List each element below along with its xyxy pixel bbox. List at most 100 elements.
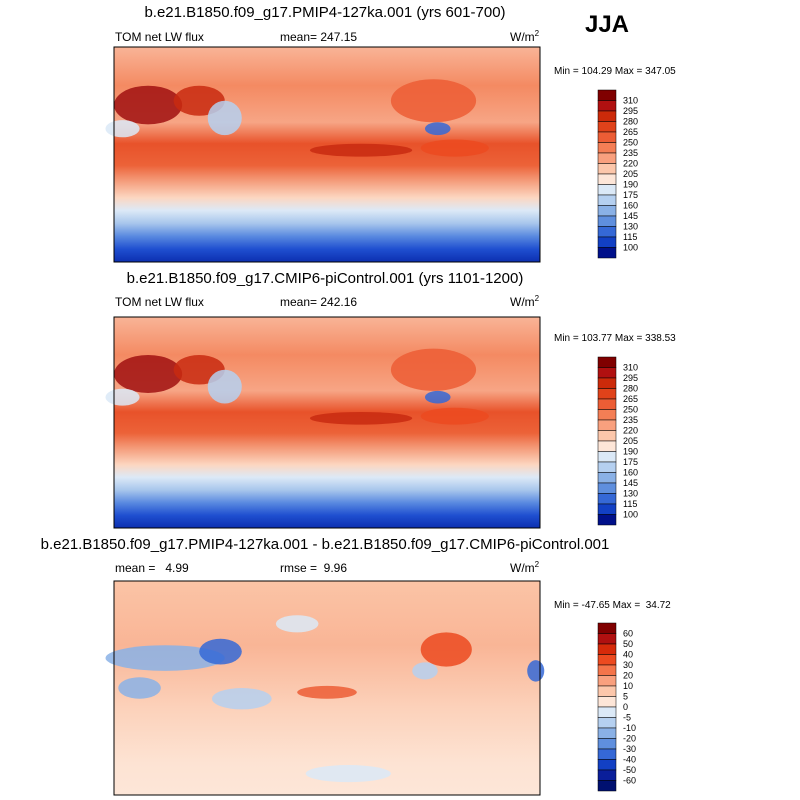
map-feature: [412, 662, 438, 680]
colorbar-label: -10: [623, 723, 636, 733]
colorbar-box: [597, 461, 617, 473]
units-label: W/m2: [510, 560, 540, 575]
colorbar-box: [597, 89, 617, 101]
colorbar-label: 30: [623, 660, 633, 670]
colorbar-box: [597, 419, 617, 431]
panel-title: b.e21.B1850.f09_g17.PMIP4-127ka.001 - b.…: [41, 536, 610, 553]
colorbar-box: [597, 409, 617, 421]
colorbar-box: [597, 367, 617, 379]
colorbar-label: 250: [623, 138, 638, 148]
colorbar-label: 265: [623, 394, 638, 404]
map-feature: [275, 615, 319, 633]
colorbar-label: 295: [623, 373, 638, 383]
colorbar-label: 160: [623, 201, 638, 211]
colorbar-label: -30: [623, 744, 636, 754]
colorbar-label: 50: [623, 639, 633, 649]
left-label: TOM net LW flux: [115, 30, 204, 44]
colorbar-box: [597, 622, 617, 634]
map-frame: [113, 316, 541, 529]
colorbar-label: 145: [623, 211, 638, 221]
colorbar-box: [597, 472, 617, 484]
colorbar-box: [597, 121, 617, 133]
min-max-label: Min = 104.29 Max = 347.05: [554, 66, 676, 77]
map-frame: [113, 46, 541, 263]
colorbar-label: -20: [623, 734, 636, 744]
panel-title: b.e21.B1850.f09_g17.CMIP6-piControl.001 …: [127, 270, 524, 287]
colorbar-box: [597, 769, 617, 781]
colorbar-box: [597, 110, 617, 122]
colorbar-box: [597, 685, 617, 697]
colorbar-label: 220: [623, 159, 638, 169]
colorbar-label: 250: [623, 405, 638, 415]
colorbar-box: [597, 152, 617, 164]
map-frame: [113, 580, 541, 796]
colorbar-label: 40: [623, 650, 633, 660]
map-feature: [105, 645, 225, 671]
units: W/m: [510, 295, 535, 309]
colorbar-box: [597, 514, 617, 526]
units-label: W/m2: [510, 294, 540, 309]
map-feature: [211, 688, 272, 710]
units: W/m: [510, 561, 535, 575]
colorbar-label: 190: [623, 180, 638, 190]
colorbar-label: 235: [623, 148, 638, 158]
colorbar-box: [597, 482, 617, 494]
colorbar-label: 175: [623, 457, 638, 467]
units-sup: 2: [535, 560, 540, 569]
season-label: JJA: [585, 11, 629, 38]
map-feature: [297, 685, 357, 699]
colorbar-label: 0: [623, 702, 628, 712]
map-feature: [420, 139, 489, 157]
panel: b.e21.B1850.f09_g17.PMIP4-127ka.001 - b.…: [41, 536, 671, 796]
colorbar-label: -50: [623, 765, 636, 775]
colorbar-label: 310: [623, 363, 638, 373]
map-feature: [199, 638, 242, 665]
colorbar-box: [597, 236, 617, 248]
colorbar-label: 235: [623, 415, 638, 425]
min-max-label: Min = 103.77 Max = 338.53: [554, 333, 676, 344]
map-feature: [118, 677, 161, 699]
colorbar-label: 115: [623, 499, 637, 509]
left-label: TOM net LW flux: [115, 295, 204, 309]
colorbar-label: 205: [623, 169, 638, 179]
center-label: mean= 247.15: [280, 30, 357, 44]
colorbar-label: 280: [623, 117, 638, 127]
panel-title: b.e21.B1850.f09_g17.PMIP4-127ka.001 (yrs…: [144, 4, 505, 21]
map-feature: [207, 369, 242, 404]
left-label: mean = 4.99: [115, 561, 189, 575]
map-feature: [114, 85, 183, 125]
colorbar-label: 100: [623, 510, 638, 520]
colorbar-box: [597, 780, 617, 792]
colorbar-label: 145: [623, 478, 638, 488]
colorbar-label: 175: [623, 190, 638, 200]
colorbar-box: [597, 377, 617, 389]
colorbar-label: 205: [623, 436, 638, 446]
map-feature: [424, 122, 451, 136]
map-feature: [305, 765, 391, 783]
map-feature: [420, 632, 472, 667]
map-feature: [207, 100, 242, 136]
colorbar-box: [597, 215, 617, 227]
colorbar-label: 295: [623, 106, 638, 116]
colorbar-box: [597, 184, 617, 196]
colorbar-box: [597, 131, 617, 143]
colorbar-label: 60: [623, 629, 633, 639]
panel: b.e21.B1850.f09_g17.PMIP4-127ka.001 (yrs…: [105, 4, 676, 263]
colorbar-label: 220: [623, 426, 638, 436]
colorbar-label: -40: [623, 755, 636, 765]
colorbar-box: [597, 748, 617, 760]
colorbar-label: 130: [623, 489, 638, 499]
map-feature: [390, 79, 477, 123]
colorbar-box: [597, 451, 617, 463]
colorbar-box: [597, 696, 617, 708]
colorbar-box: [597, 100, 617, 112]
map-feature: [309, 411, 413, 425]
colorbar-label: 10: [623, 681, 633, 691]
colorbar-label: 280: [623, 384, 638, 394]
colorbar-box: [597, 706, 617, 718]
colorbar-box: [597, 759, 617, 771]
colorbar-label: -60: [623, 776, 636, 786]
colorbar-box: [597, 654, 617, 666]
colorbar-box: [597, 717, 617, 729]
